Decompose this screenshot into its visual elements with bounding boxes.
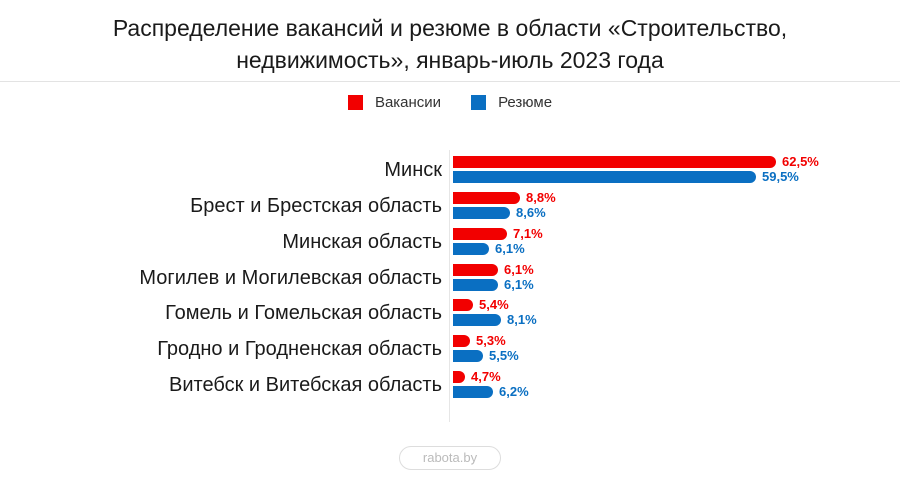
category-label: Минская область — [282, 231, 442, 253]
category-label: Гомель и Гомельская область — [165, 302, 442, 324]
category-label: Брест и Брестская область — [190, 195, 442, 217]
bar-resumes — [453, 207, 510, 219]
legend-label-vacancies: Вакансии — [374, 94, 442, 111]
chart-title-line1: Распределение вакансий и резюме в област… — [112, 15, 788, 41]
value-label-vacancies: 5,3% — [476, 333, 506, 348]
y-axis-line — [449, 150, 450, 422]
value-label-resumes: 8,6% — [516, 205, 546, 220]
category-label: Витебск и Витебская область — [169, 374, 442, 396]
value-label-resumes: 59,5% — [762, 169, 799, 184]
bar-vacancies — [453, 299, 473, 311]
bar-resumes — [453, 171, 756, 183]
value-label-vacancies: 6,1% — [504, 262, 534, 277]
legend-item-vacancies: Вакансии — [347, 94, 442, 111]
bar-resumes — [453, 279, 498, 291]
legend-item-resumes: Резюме — [471, 94, 552, 111]
chart-row: Могилев и Могилевская область 6,1% 6,1% — [0, 263, 900, 299]
value-label-resumes: 5,5% — [489, 348, 519, 363]
chart-title: Распределение вакансий и резюме в област… — [0, 12, 900, 76]
category-label: Могилев и Могилевская область — [139, 267, 442, 289]
bar-vacancies — [453, 228, 507, 240]
chart-row: Гродно и Гродненская область 5,3% 5,5% — [0, 334, 900, 370]
chart-row: Минская область 7,1% 6,1% — [0, 227, 900, 263]
chart-row: Витебск и Витебская область 4,7% 6,2% — [0, 370, 900, 406]
value-label-vacancies: 7,1% — [513, 226, 543, 241]
value-label-vacancies: 4,7% — [471, 369, 501, 384]
value-label-resumes: 6,1% — [504, 277, 534, 292]
value-label-resumes: 8,1% — [507, 312, 537, 327]
chart-row: Минск 62,5% 59,5% — [0, 155, 900, 191]
legend-label-resumes: Резюме — [498, 94, 553, 111]
value-label-resumes: 6,2% — [499, 384, 529, 399]
bar-vacancies — [453, 335, 470, 347]
source-badge: rabota.by — [399, 446, 501, 470]
legend-swatch-vacancies — [347, 95, 363, 110]
bar-vacancies — [453, 156, 776, 168]
bar-vacancies — [453, 264, 498, 276]
value-label-vacancies: 8,8% — [526, 190, 556, 205]
bar-vacancies — [453, 192, 520, 204]
bar-resumes — [453, 314, 501, 326]
bar-resumes — [453, 350, 483, 362]
value-label-vacancies: 5,4% — [479, 297, 509, 312]
legend: Вакансии Резюме — [0, 94, 900, 111]
category-label: Минск — [384, 159, 442, 181]
bar-resumes — [453, 243, 489, 255]
value-label-resumes: 6,1% — [495, 241, 525, 256]
value-label-vacancies: 62,5% — [782, 154, 819, 169]
legend-swatch-resumes — [471, 95, 487, 110]
chart-row: Гомель и Гомельская область 5,4% 8,1% — [0, 298, 900, 334]
bar-resumes — [453, 386, 493, 398]
chart-row: Брест и Брестская область 8,8% 8,6% — [0, 191, 900, 227]
bar-vacancies — [453, 371, 465, 383]
category-label: Гродно и Гродненская область — [157, 338, 442, 360]
chart-title-line2: недвижимость», январь-июль 2023 года — [236, 47, 664, 73]
title-divider — [0, 81, 900, 82]
